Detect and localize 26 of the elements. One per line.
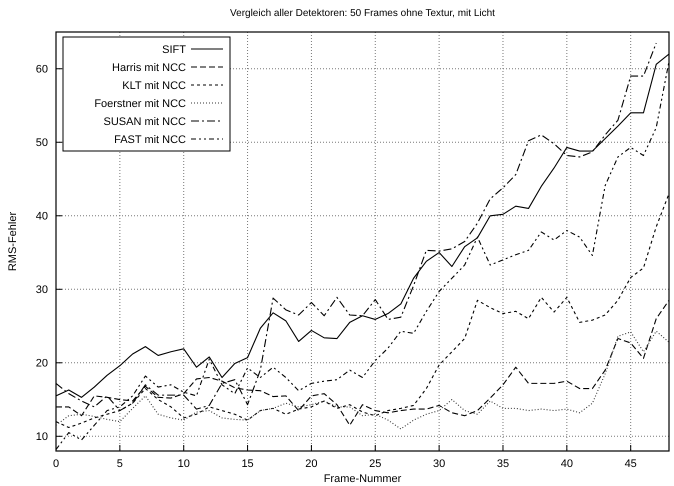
x-tick-label: 5 <box>116 458 123 470</box>
x-tick-label: 0 <box>52 458 60 470</box>
y-tick-label: 30 <box>36 284 48 296</box>
legend-label: FAST mit NCC <box>114 134 186 146</box>
y-axis-title: RMS-Fehler <box>7 212 19 272</box>
x-tick-label: 35 <box>496 458 510 470</box>
legend-label: Harris mit NCC <box>112 62 186 74</box>
legend-label: KLT mit NCC <box>122 80 186 92</box>
y-tick-label: 20 <box>36 357 48 370</box>
x-tick-label: 25 <box>369 458 382 470</box>
chart-title: Vergleich aller Detektoren: 50 Frames ohne Textur, mit Licht <box>230 8 496 19</box>
legend-label: SUSAN mit NCC <box>103 116 186 128</box>
x-tick-label: 40 <box>560 458 573 470</box>
line-series <box>56 330 669 430</box>
x-axis-title: Frame-Nummer <box>324 473 402 485</box>
x-tick-label: 10 <box>178 458 190 470</box>
x-tick-label: 15 <box>241 458 254 470</box>
y-tick-label: 60 <box>36 63 48 76</box>
y-tick-label: 40 <box>36 210 48 222</box>
legend-label: Foerstner mit NCC <box>94 98 186 110</box>
x-tick-label: 20 <box>305 458 318 470</box>
y-tick-label: 50 <box>36 136 48 149</box>
y-tick-label: 10 <box>36 430 48 443</box>
x-tick-label: 45 <box>624 458 637 470</box>
legend-label: SIFT <box>162 44 186 56</box>
x-tick-label: 30 <box>433 458 446 470</box>
